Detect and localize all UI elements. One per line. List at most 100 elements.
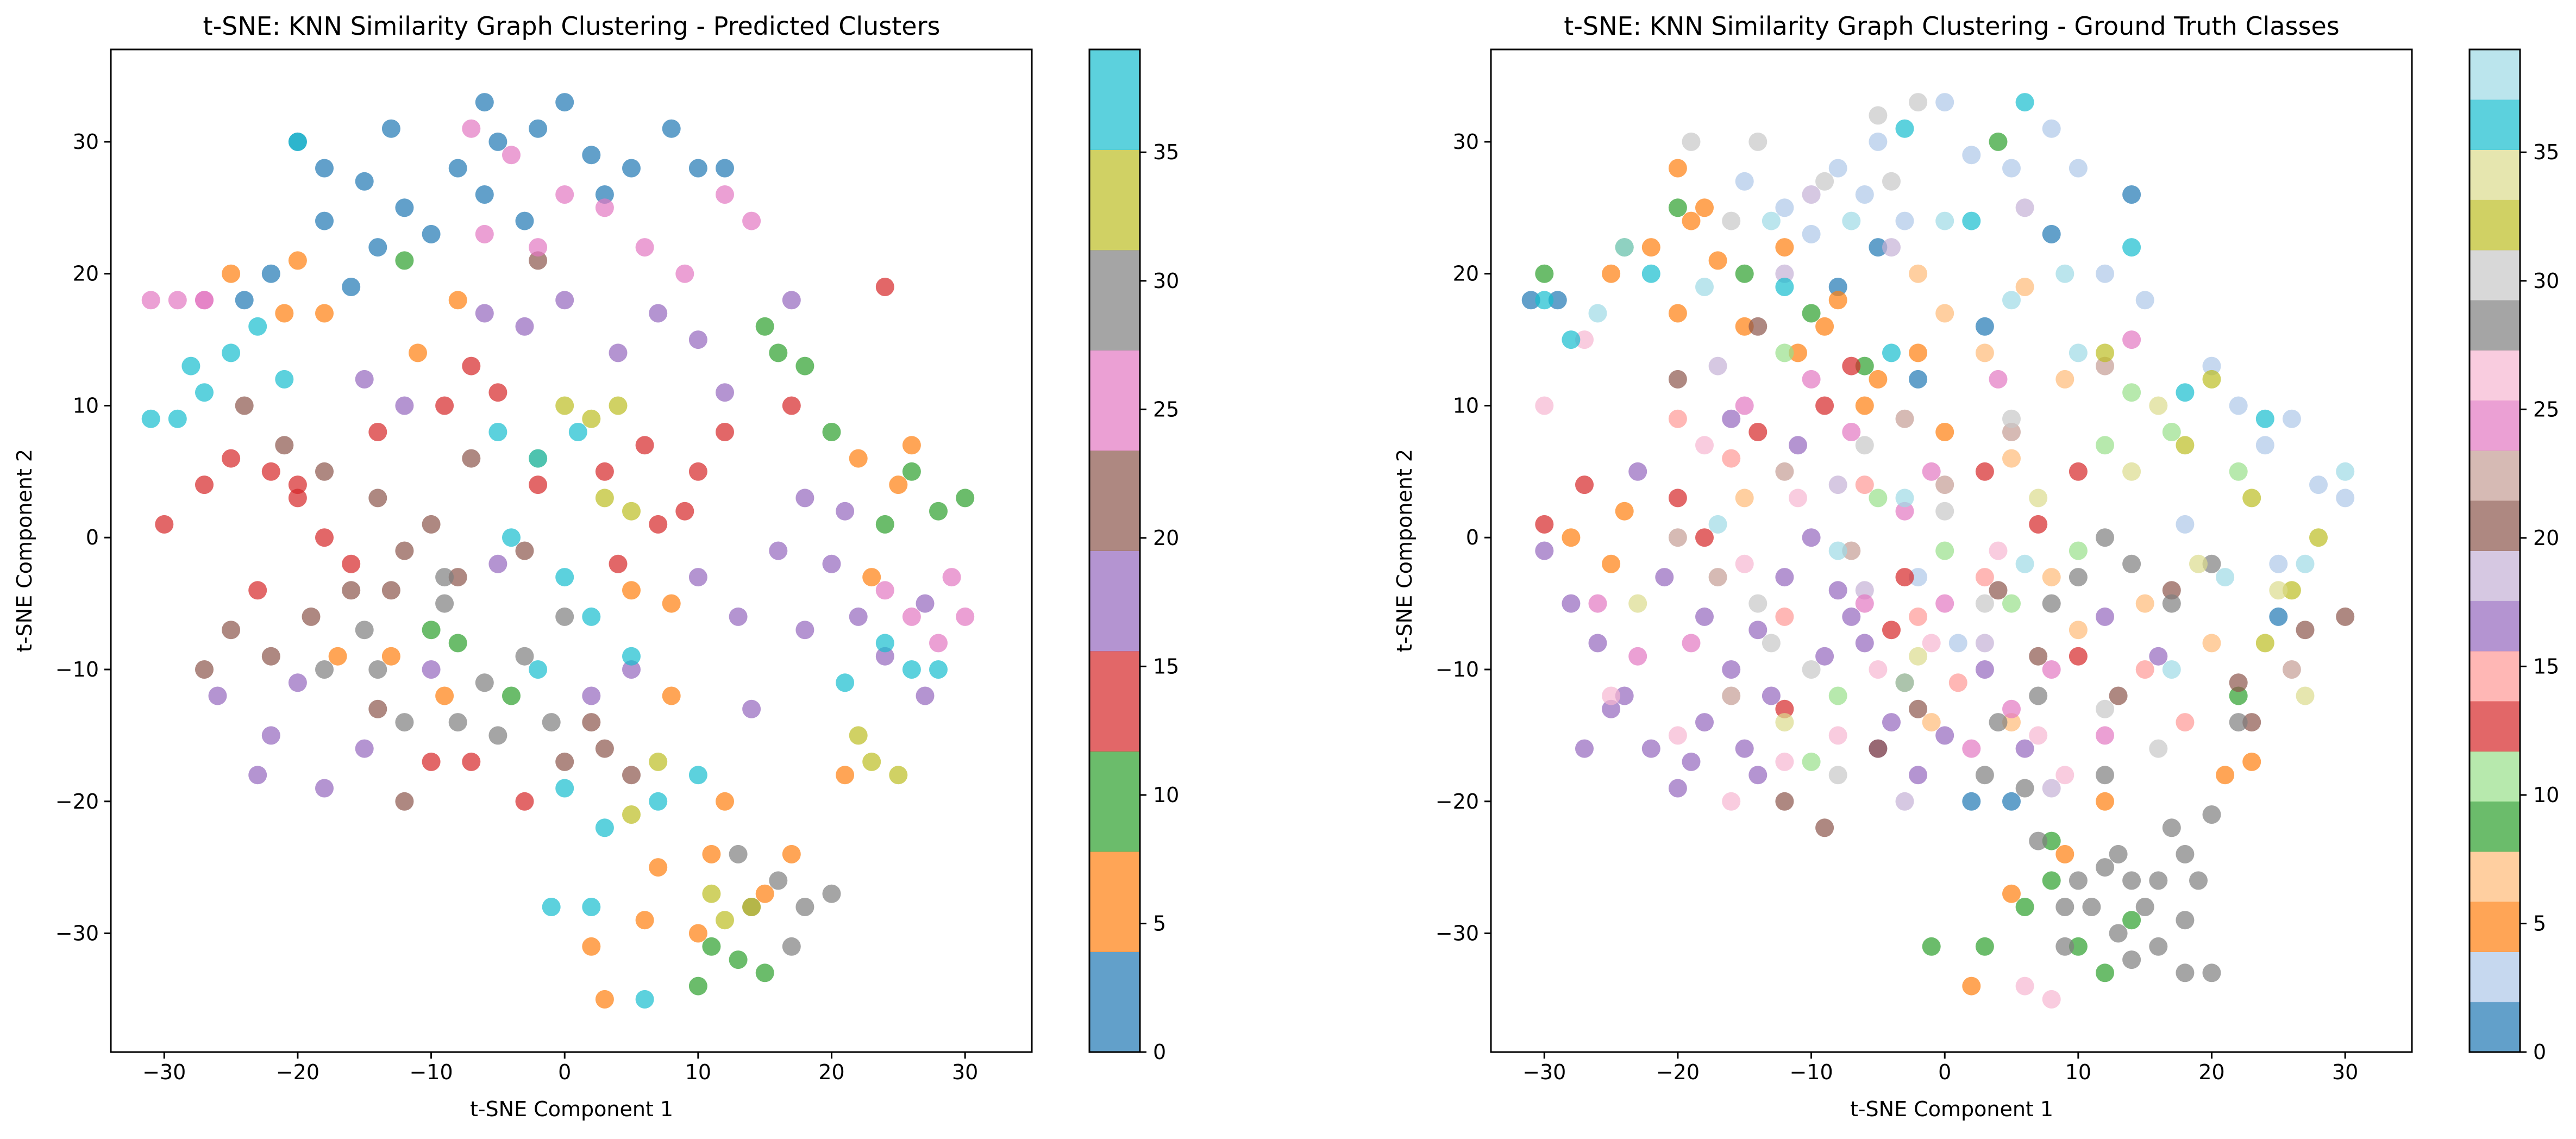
data-point [1989,581,2008,600]
data-point [1802,224,1821,243]
data-point [2109,844,2128,863]
data-point [368,423,387,441]
data-point [1735,317,1754,336]
colorbar-segment [1089,651,1140,752]
data-point [1962,977,1981,996]
data-point [1895,673,1914,692]
data-point [1695,528,1714,547]
data-point [2096,858,2114,877]
data-point [1909,568,1928,587]
data-point [275,304,294,323]
data-point [181,356,200,376]
colorbar-frame [1088,48,1141,1053]
data-point [1935,541,1954,560]
data-point [2002,409,2021,428]
data-point [702,937,721,956]
data-point [368,699,387,718]
data-point [235,291,254,310]
data-point [2096,963,2114,982]
data-point [1909,766,1928,785]
data-point [902,660,921,679]
data-point [555,291,574,310]
data-point [2069,871,2088,890]
data-point [315,462,334,481]
data-point [1628,647,1647,666]
data-point [1975,343,1994,362]
data-point [1895,489,1914,508]
data-point [302,607,321,626]
data-point [2002,423,2021,441]
data-point [2296,554,2315,573]
data-point [942,568,961,587]
data-point [1775,238,1794,257]
data-point [381,647,400,666]
data-point [622,159,641,178]
data-point [916,686,935,705]
data-point [2202,634,2221,653]
data-point [875,647,894,666]
data-point [1948,673,1967,692]
data-point [782,937,801,956]
data-point [1909,264,1928,283]
data-point [568,423,587,441]
data-point [2042,594,2061,613]
data-point [2029,489,2048,508]
data-point [1802,528,1821,547]
data-point [1935,594,1954,613]
data-point [1748,132,1768,151]
data-point [1748,594,1768,613]
colorbar-segment [1089,751,1140,852]
data-point [448,568,467,587]
x-tick-label: −20 [1656,1060,1700,1084]
data-point [462,119,481,138]
data-point [2042,224,2061,243]
data-point [635,990,654,1009]
data-point [1668,726,1687,745]
colorbar-segment [2470,801,2520,852]
data-point [395,396,414,415]
data-point [2002,713,2021,732]
data-point [1615,502,1634,521]
data-point [875,515,894,534]
data-point [1815,396,1834,415]
colorbar-segment [2470,450,2520,501]
data-point [409,343,427,362]
data-point [448,159,467,178]
data-point [1602,686,1621,705]
data-point [488,423,507,441]
x-axis-label: t-SNE Component 1 [1850,1097,2053,1121]
data-point [448,291,467,310]
data-point [381,581,400,600]
colorbar-tick-label: 10 [1153,783,1179,807]
colorbar-segment [1089,852,1140,952]
data-point [2096,792,2114,811]
y-tick-label: 20 [1453,262,1479,286]
colorbar-segment [2470,149,2520,201]
data-point [1895,119,1914,138]
data-point [315,660,334,679]
data-point [2055,898,2074,916]
data-point [1562,330,1581,349]
data-point [2202,805,2221,824]
data-point [261,264,280,283]
data-point [1828,686,1847,705]
data-point [2255,436,2274,455]
colorbar-tick-label: 0 [2533,1040,2546,1064]
data-point [315,779,334,798]
data-point [1975,317,1994,336]
data-point [2096,528,2114,547]
data-point [2229,673,2248,692]
data-point [649,858,668,877]
data-point [1562,594,1581,613]
data-point [2069,568,2088,587]
colorbar-segment [2470,550,2520,602]
colorbar-segment [2470,902,2520,952]
data-point [1708,568,1727,587]
data-point [435,686,454,705]
data-point [1962,211,1981,230]
data-point [929,634,948,653]
data-point [1935,726,1954,745]
data-point [1935,304,1954,323]
y-tick-label: 30 [1453,130,1479,154]
data-point [1735,554,1754,573]
